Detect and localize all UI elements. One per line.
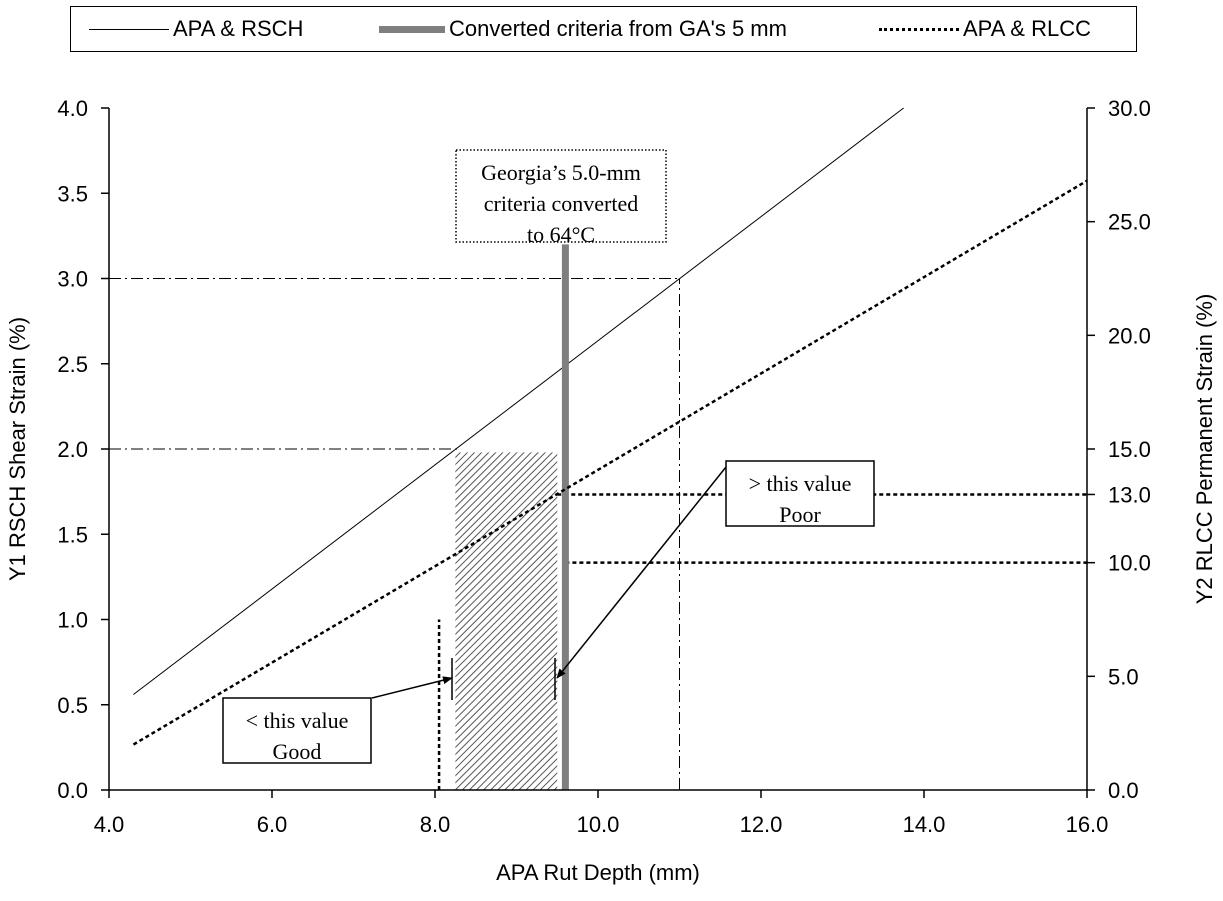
legend: APA & RSCH Converted criteria from GA's … — [70, 6, 1137, 52]
legend-label-converted-criteria: Converted criteria from GA's 5 mm — [449, 16, 787, 41]
poor-annotation-box — [725, 460, 875, 527]
x-tick-label-6: 16.0 — [1066, 812, 1109, 837]
x-tick-label-1: 6.0 — [257, 812, 288, 837]
series-line-0 — [133, 107, 904, 695]
y1-tick-label-1: 0.5 — [57, 693, 88, 718]
poor-annotation-line-0: > this value — [749, 471, 852, 496]
y1-tick-label-2: 1.0 — [57, 608, 88, 633]
y2-axis-title: Y2 RLCC Permanent Strain (%) — [1192, 294, 1217, 605]
x-tick-label-0: 4.0 — [94, 812, 125, 837]
legend-item-apa-rlcc: APA & RLCC — [879, 7, 1091, 51]
x-tick-label-2: 8.0 — [420, 812, 451, 837]
y1-tick-label-0: 0.0 — [57, 778, 88, 803]
good-arrow — [371, 676, 453, 699]
series-line-2 — [132, 179, 1088, 746]
poor-annotation-line-1: Poor — [779, 502, 821, 527]
y1-tick-label-3: 1.5 — [57, 522, 88, 547]
georgia-annotation-box — [455, 149, 667, 243]
georgia-annotation-line-1: criteria converted — [484, 191, 639, 216]
y2-tick-label-4: 15.0 — [1108, 437, 1151, 462]
x-tick-label-4: 12.0 — [740, 812, 783, 837]
y1-tick-label-6: 3.0 — [57, 267, 88, 292]
legend-item-apa-rsch: APA & RSCH — [89, 7, 303, 51]
legend-item-converted-criteria: Converted criteria from GA's 5 mm — [379, 7, 787, 51]
legend-label-apa-rsch: APA & RSCH — [173, 16, 304, 41]
y1-tick-label-7: 3.5 — [57, 181, 88, 206]
poor-arrow — [556, 466, 727, 679]
y1-axis-title: Y1 RSCH Shear Strain (%) — [5, 317, 30, 581]
legend-swatch-thin-line — [89, 28, 169, 30]
y2-tick-label-6: 25.0 — [1108, 210, 1151, 235]
y2-tick-label-2: 10.0 — [1108, 551, 1151, 576]
legend-label-apa-rlcc: APA & RLCC — [963, 16, 1091, 41]
legend-swatch-dotted-line — [879, 27, 959, 31]
good-annotation-box — [222, 697, 372, 764]
x-tick-label-5: 14.0 — [903, 812, 946, 837]
y2-tick-label-7: 30.0 — [1108, 96, 1151, 121]
good-annotation-line-1: Good — [273, 739, 322, 764]
georgia-annotation-line-2: to 64°C — [527, 222, 595, 247]
legend-swatch-thick-line — [379, 25, 445, 33]
y1-tick-label-8: 4.0 — [57, 96, 88, 121]
x-tick-label-3: 10.0 — [577, 812, 620, 837]
y2-tick-label-0: 0.0 — [1108, 778, 1139, 803]
good-annotation-line-0: < this value — [246, 708, 349, 733]
georgia-annotation-line-0: Georgia’s 5.0-mm — [481, 160, 641, 185]
y2-tick-label-3: 13.0 — [1108, 482, 1151, 507]
y1-tick-label-4: 2.0 — [57, 437, 88, 462]
y2-tick-label-1: 5.0 — [1108, 664, 1139, 689]
y1-tick-label-5: 2.5 — [57, 352, 88, 377]
shaded-region — [455, 452, 558, 790]
x-axis-title: APA Rut Depth (mm) — [496, 860, 700, 885]
y2-tick-label-5: 20.0 — [1108, 323, 1151, 348]
